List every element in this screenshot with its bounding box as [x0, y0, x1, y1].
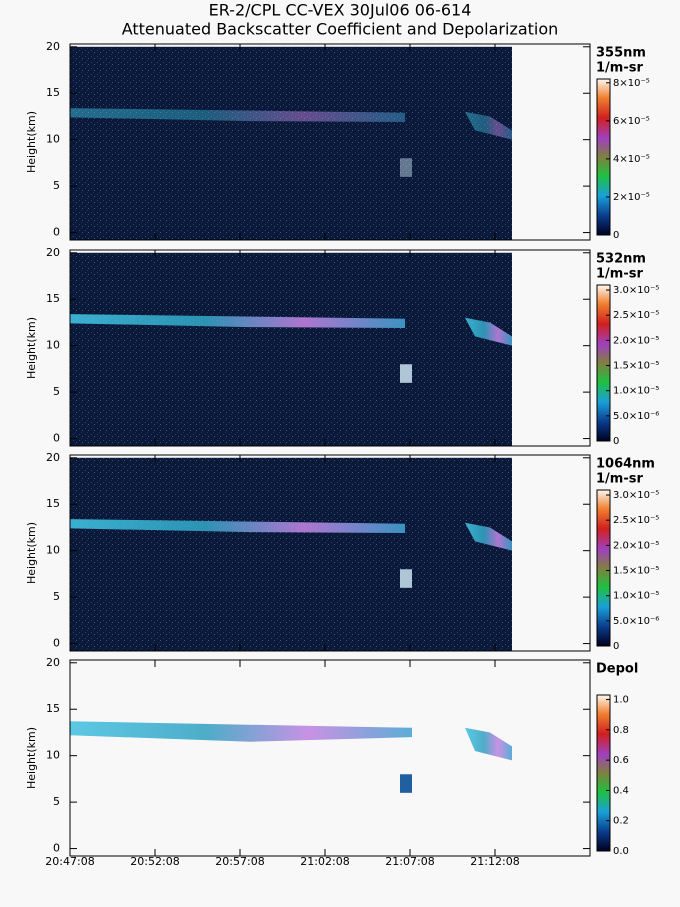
colorbar-title: 1064nm: [596, 457, 655, 472]
colorbar-tick-label: 1.0: [613, 695, 629, 706]
x-tick-label: 21:12:08: [470, 855, 519, 868]
colorbar-tick-label: 2.0×10⁻⁵: [613, 335, 659, 346]
colorbar-tick-label: 4×10⁻⁵: [613, 154, 650, 165]
title: ER-2/CPL CC-VEX 30Jul06 06-614: [209, 1, 472, 20]
curtain: [70, 46, 512, 240]
depol-layer: [465, 727, 512, 761]
colorbar-units: 1/m-sr: [596, 61, 643, 76]
colorbar-units: 1/m-sr: [596, 472, 643, 487]
colorbar-title: Depol: [596, 662, 638, 677]
colorbar-title: 355nm: [596, 46, 646, 61]
colorbar-title: 532nm: [596, 252, 646, 267]
colorbar-tick-label: 6×10⁻⁵: [613, 116, 650, 127]
cloud-layer: [70, 108, 405, 123]
depol-patch: [400, 774, 412, 793]
colorbar-tick-label: 2.5×10⁻⁵: [613, 515, 659, 526]
y-tick-label: 5: [53, 795, 60, 808]
y-tick-label: 10: [46, 339, 60, 352]
depol-layer: [70, 721, 412, 742]
colorbar-tick-label: 2.5×10⁻⁵: [613, 310, 659, 321]
colorbar-tick-label: 8×10⁻⁵: [613, 78, 650, 89]
y-tick-label: 0: [53, 432, 60, 445]
colorbar-tick-label: 0.6: [613, 755, 629, 766]
y-tick-label: 15: [46, 86, 60, 99]
colorbar-tick-label: 0.4: [613, 785, 629, 796]
colorbar-tick-label: 0.0: [613, 846, 629, 857]
curtain: [70, 457, 512, 651]
cloud-patch: [400, 364, 412, 383]
y-axis-label: Height(km): [25, 522, 38, 584]
x-tick-label: 20:52:08: [130, 855, 179, 868]
y-tick-label: 5: [53, 385, 60, 398]
y-tick-label: 5: [53, 179, 60, 192]
y-tick-label: 15: [46, 702, 60, 715]
plot-frame: [69, 43, 591, 241]
colorbar-tick-label: 5.0×10⁻⁶: [613, 616, 659, 627]
subtitle: Attenuated Backscatter Coefficient and D…: [122, 20, 559, 39]
colorbar-tick-label: 1.5×10⁻⁵: [613, 566, 659, 577]
colorbar-tick-label: 0.2: [613, 816, 629, 827]
colorbar-tick-label: 0: [613, 230, 619, 241]
y-tick-label: 10: [46, 133, 60, 146]
colorbar: [596, 694, 611, 852]
colorbar-tick-label: 0: [613, 436, 619, 447]
colorbar-tick-label: 3.0×10⁻⁵: [613, 490, 659, 501]
x-tick-label: 21:07:08: [385, 855, 434, 868]
y-tick-label: 20: [46, 656, 60, 669]
cloud-layer: [465, 522, 512, 551]
plot-frame: [69, 249, 591, 447]
y-axis-label: Height(km): [25, 111, 38, 173]
cloud-layer: [465, 111, 512, 140]
plot-frame: [69, 454, 591, 652]
x-tick-label: 20:57:08: [215, 855, 264, 868]
y-tick-label: 10: [46, 544, 60, 557]
x-tick-label: 21:02:08: [300, 855, 349, 868]
colorbar: [596, 489, 611, 647]
colorbar: [596, 78, 611, 236]
y-tick-label: 20: [46, 246, 60, 259]
y-tick-label: 20: [46, 451, 60, 464]
colorbar: [596, 284, 611, 442]
y-tick-label: 0: [53, 637, 60, 650]
cloud-layer: [465, 317, 512, 346]
cloud-patch: [400, 569, 412, 588]
y-tick-label: 10: [46, 749, 60, 762]
cloud-layer: [70, 519, 405, 534]
y-tick-label: 20: [46, 40, 60, 53]
colorbar-tick-label: 0: [613, 641, 619, 652]
colorbar-tick-label: 3.0×10⁻⁵: [613, 285, 659, 296]
colorbar-tick-label: 5.0×10⁻⁶: [613, 411, 659, 422]
y-tick-label: 15: [46, 497, 60, 510]
y-tick-label: 0: [53, 226, 60, 239]
colorbar-tick-label: 0.8: [613, 725, 629, 736]
y-axis-label: Height(km): [25, 317, 38, 379]
y-tick-label: 0: [53, 842, 60, 855]
colorbar-tick-label: 1.0×10⁻⁵: [613, 386, 659, 397]
y-tick-label: 5: [53, 590, 60, 603]
y-tick-label: 15: [46, 292, 60, 305]
colorbar-tick-label: 2.0×10⁻⁵: [613, 540, 659, 551]
cloud-layer: [70, 314, 405, 329]
curtain: [70, 252, 512, 446]
y-axis-label: Height(km): [25, 727, 38, 789]
cloud-patch: [400, 158, 412, 177]
colorbar-tick-label: 1.5×10⁻⁵: [613, 361, 659, 372]
plot-frame: [69, 659, 591, 857]
colorbar-tick-label: 1.0×10⁻⁵: [613, 591, 659, 602]
x-tick-label: 20:47:08: [45, 855, 94, 868]
colorbar-tick-label: 2×10⁻⁵: [613, 192, 650, 203]
colorbar-units: 1/m-sr: [596, 267, 643, 282]
